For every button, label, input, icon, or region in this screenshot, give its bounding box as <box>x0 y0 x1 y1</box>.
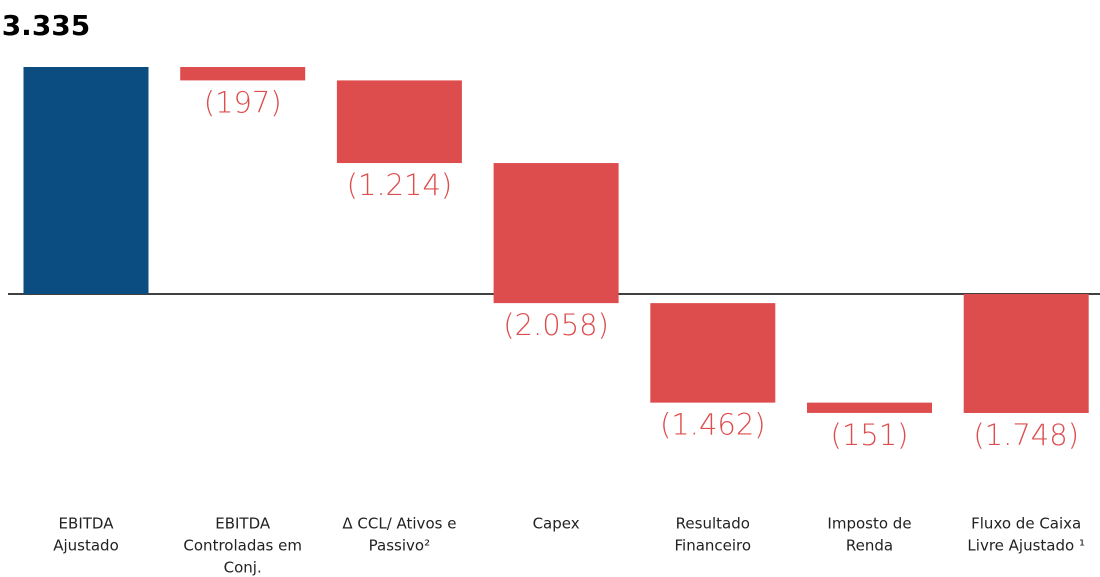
value-label: (151) <box>831 418 909 452</box>
bar <box>23 67 149 294</box>
category-label: Δ CCL/ Ativos e <box>342 515 456 533</box>
value-label: (2.058) <box>503 308 609 342</box>
bar <box>336 80 462 164</box>
value-label: (197) <box>204 85 282 119</box>
category-label: Passivo² <box>369 537 430 555</box>
value-label: (1.462) <box>660 408 766 442</box>
bar <box>180 67 306 81</box>
category-label: Livre Ajustado ¹ <box>967 537 1085 555</box>
value-label: 3.335 <box>2 9 91 42</box>
bar <box>493 163 619 304</box>
category-label: Controladas em <box>183 537 302 555</box>
bar <box>807 402 932 413</box>
category-label: Renda <box>846 537 893 555</box>
category-label: EBITDA <box>215 515 271 533</box>
bar <box>650 303 776 403</box>
bar <box>963 294 1089 413</box>
category-label: Imposto de <box>827 515 911 533</box>
value-label: (1.748) <box>973 418 1079 452</box>
category-label: Fluxo de Caixa <box>971 515 1081 533</box>
category-label: Resultado <box>676 515 750 533</box>
category-label: Financeiro <box>675 537 752 555</box>
category-label: Ajustado <box>53 537 119 555</box>
value-label: (1.214) <box>347 168 453 202</box>
category-label: EBITDA <box>59 515 115 533</box>
category-label: Capex <box>533 515 580 533</box>
category-label: Conj. <box>224 559 262 577</box>
